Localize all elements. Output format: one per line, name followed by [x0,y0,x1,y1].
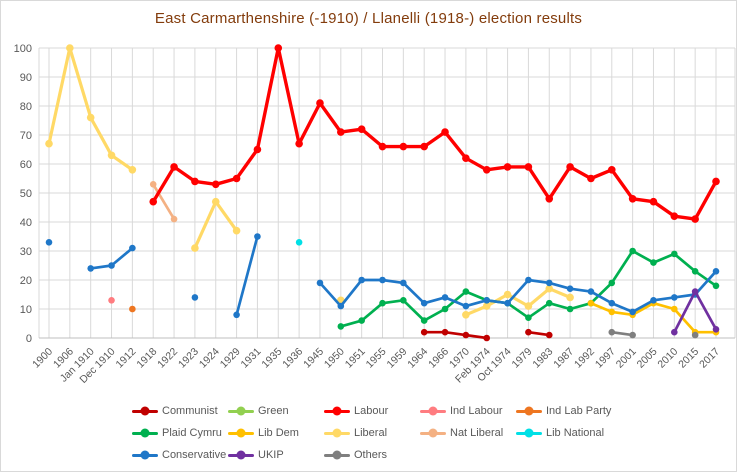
legend-marker-ind-lab-party [516,406,542,416]
legend-label-ind-lab-party: Ind Lab Party [546,405,612,417]
legend-marker-ind-labour [420,406,446,416]
chart-title: East Carmarthenshire (-1910) / Llanelli … [154,10,583,27]
svg-text:1936: 1936 [280,346,305,371]
legend-marker-ukip [228,450,254,460]
legend-label-plaid-cymru: Plaid Cymru [162,427,222,439]
svg-text:10: 10 [20,304,32,316]
legend-item-ukip: UKIP [228,449,324,461]
legend-label-ukip: UKIP [258,449,284,461]
chart-legend: Communist Green Labour Ind Labour Ind Lab Pa… [132,400,612,466]
series-liberal [45,44,574,319]
svg-text:1979: 1979 [510,346,535,371]
legend-marker-conservative [132,450,158,460]
svg-text:2015: 2015 [676,346,701,371]
series-ukip [671,288,720,336]
series-communist [420,328,553,342]
svg-text:2017: 2017 [697,346,722,371]
svg-text:0: 0 [26,333,32,345]
svg-text:1918: 1918 [134,346,159,371]
svg-text:2005: 2005 [635,346,660,371]
svg-text:2001: 2001 [614,346,639,371]
gridlines [38,47,736,339]
legend-item-labour: Labour [324,405,420,417]
legend-label-nat-liberal: Nat Liberal [450,427,504,439]
svg-text:1955: 1955 [364,346,389,371]
legend-item-green: Green [228,405,324,417]
svg-text:1935: 1935 [259,346,284,371]
y-axis-labels: 0 10 20 30 40 50 60 70 80 90 100 [14,43,32,345]
series-others [608,328,699,339]
legend-item-ind-labour: Ind Labour [420,405,516,417]
svg-text:1923: 1923 [176,346,201,371]
legend-marker-lib-national [516,428,542,438]
legend-item-lib-national: Lib National [516,427,612,439]
legend-label-communist: Communist [162,405,218,417]
svg-text:1929: 1929 [218,346,243,371]
svg-text:60: 60 [20,159,32,171]
svg-text:1924: 1924 [197,346,222,371]
svg-text:1997: 1997 [593,346,618,371]
legend-item-conservative: Conservative [132,449,228,461]
series-nat-liberal [149,181,178,223]
series-lib-national [295,239,303,246]
legend-marker-plaid-cymru [132,428,158,438]
legend-marker-labour [324,406,350,416]
legend-marker-nat-liberal [420,428,446,438]
legend-item-others: Others [324,449,420,461]
svg-text:1983: 1983 [530,346,555,371]
svg-text:1966: 1966 [426,346,451,371]
svg-text:1951: 1951 [343,346,368,371]
legend-item-plaid-cymru: Plaid Cymru [132,427,228,439]
legend-marker-green [228,406,254,416]
legend-item-liberal: Liberal [324,427,420,439]
legend-item-communist: Communist [132,405,228,417]
legend-label-labour: Labour [354,405,389,417]
series-ind-labour [108,297,115,304]
legend-marker-lib-dem [228,428,254,438]
svg-text:1912: 1912 [113,346,138,371]
svg-text:100: 100 [14,43,32,55]
svg-text:1964: 1964 [405,346,430,371]
legend-marker-others [324,450,350,460]
legend-marker-communist [132,406,158,416]
series-conservative [45,233,720,319]
svg-text:30: 30 [20,246,32,258]
svg-text:1931: 1931 [239,346,264,371]
series-ind-lab-party [129,305,136,313]
series-labour [149,44,720,223]
legend-label-lib-national: Lib National [546,427,605,439]
svg-text:1992: 1992 [572,346,597,371]
svg-text:90: 90 [20,72,32,84]
legend-label-liberal: Liberal [354,427,388,439]
svg-text:2010: 2010 [655,346,680,371]
legend-label-lib-dem: Lib Dem [258,427,299,439]
svg-text:1922: 1922 [155,346,180,371]
legend-label-conservative: Conservative [162,449,227,461]
legend-item-ind-lab-party: Ind Lab Party [516,405,612,417]
svg-text:70: 70 [20,130,32,142]
svg-text:1900: 1900 [30,346,55,371]
legend-label-green: Green [258,405,289,417]
svg-text:40: 40 [20,217,32,229]
svg-text:20: 20 [20,275,32,287]
svg-text:80: 80 [20,101,32,113]
legend-item-lib-dem: Lib Dem [228,427,324,439]
svg-text:1945: 1945 [301,346,326,371]
svg-text:1950: 1950 [322,346,347,371]
svg-text:50: 50 [20,188,32,200]
legend-label-ind-labour: Ind Labour [450,405,503,417]
legend-item-nat-liberal: Nat Liberal [420,427,516,439]
svg-text:1959: 1959 [384,346,409,371]
svg-text:1987: 1987 [551,346,576,371]
legend-marker-liberal [324,428,350,438]
legend-label-others: Others [354,449,388,461]
